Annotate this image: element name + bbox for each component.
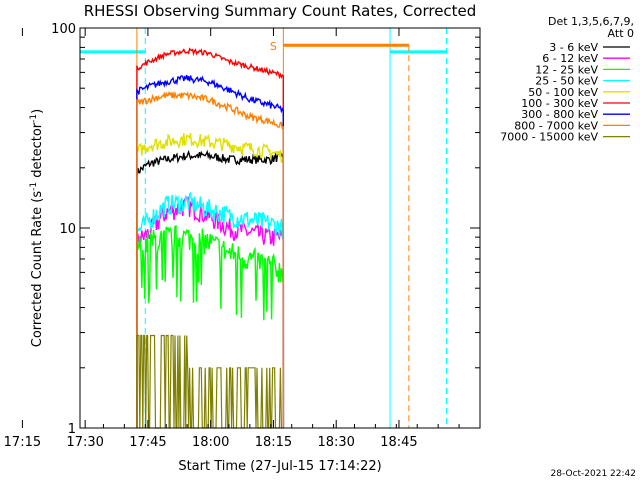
x-tick-label-0: 17:15 bbox=[4, 435, 41, 450]
series-line bbox=[136, 191, 285, 429]
plot-area: S 17:15 17:30 17:45 18:00 18:15 18:30 18:45 1 10 1… bbox=[4, 22, 481, 450]
legend-label-5: 100 - 300 keV bbox=[521, 97, 598, 110]
y-axis-label-sup2: -1 bbox=[29, 114, 39, 123]
x-tick-label-1: 17:30 bbox=[66, 435, 103, 450]
series-line bbox=[136, 90, 285, 429]
x-tick-label-5: 18:30 bbox=[317, 435, 354, 450]
series-100-300-kev bbox=[136, 47, 285, 429]
generation-timestamp: 28-Oct-2021 22:42 bbox=[551, 469, 636, 479]
y-tick-label-0: 1 bbox=[68, 422, 76, 437]
legend-label-6: 300 - 800 keV bbox=[521, 108, 598, 121]
y-axis-label-mid: detector bbox=[30, 122, 45, 182]
y-tick-label-1: 10 bbox=[59, 222, 76, 237]
series-7000-15000-kev bbox=[136, 334, 284, 429]
legend-label-0: 3 - 6 keV bbox=[549, 41, 598, 54]
y-axis-label: Corrected Count Rate (s-1 detector-1) bbox=[29, 109, 45, 347]
series-line bbox=[136, 74, 285, 429]
series-line bbox=[136, 133, 285, 429]
series-line bbox=[136, 149, 285, 429]
series-25-50-kev bbox=[136, 191, 285, 429]
series-12-25-kev bbox=[136, 224, 285, 429]
x-tick-label-3: 18:00 bbox=[192, 435, 229, 450]
saa-label: S bbox=[270, 40, 277, 53]
x-tick-label-4: 18:15 bbox=[255, 435, 292, 450]
y-axis-label-main: Corrected Count Rate (s bbox=[30, 191, 45, 348]
series-3-6-kev bbox=[136, 149, 285, 429]
legend-label-7: 800 - 7000 keV bbox=[514, 119, 598, 132]
legend-header-line-2: Att 0 bbox=[608, 27, 634, 40]
y-axis-label-sup1: -1 bbox=[29, 182, 39, 191]
y-axis-label-end: ) bbox=[30, 109, 45, 114]
series-800-7000-kev bbox=[136, 90, 285, 429]
series-300-800-kev bbox=[136, 74, 285, 429]
series-50-100-kev bbox=[136, 133, 285, 429]
legend-label-3: 25 - 50 keV bbox=[535, 75, 598, 88]
chart-title: RHESSI Observing Summary Count Rates, Co… bbox=[84, 2, 477, 20]
series-line bbox=[136, 47, 285, 429]
series-line bbox=[136, 334, 284, 429]
legend-label-8: 7000 - 15000 keV bbox=[500, 131, 598, 144]
legend-label-2: 12 - 25 keV bbox=[535, 63, 598, 76]
series-line bbox=[136, 224, 285, 429]
x-tick-label-6: 18:45 bbox=[380, 435, 417, 450]
x-tick-label-2: 17:45 bbox=[129, 435, 166, 450]
legend-label-4: 50 - 100 keV bbox=[528, 86, 598, 99]
y-tick-label-2: 100 bbox=[51, 22, 76, 37]
legend-label-1: 6 - 12 keV bbox=[542, 52, 598, 65]
x-axis-label: Start Time (27-Jul-15 17:14:22) bbox=[178, 459, 381, 474]
legend-header-line-1: Det 1,3,5,6,7,9, bbox=[548, 15, 634, 28]
